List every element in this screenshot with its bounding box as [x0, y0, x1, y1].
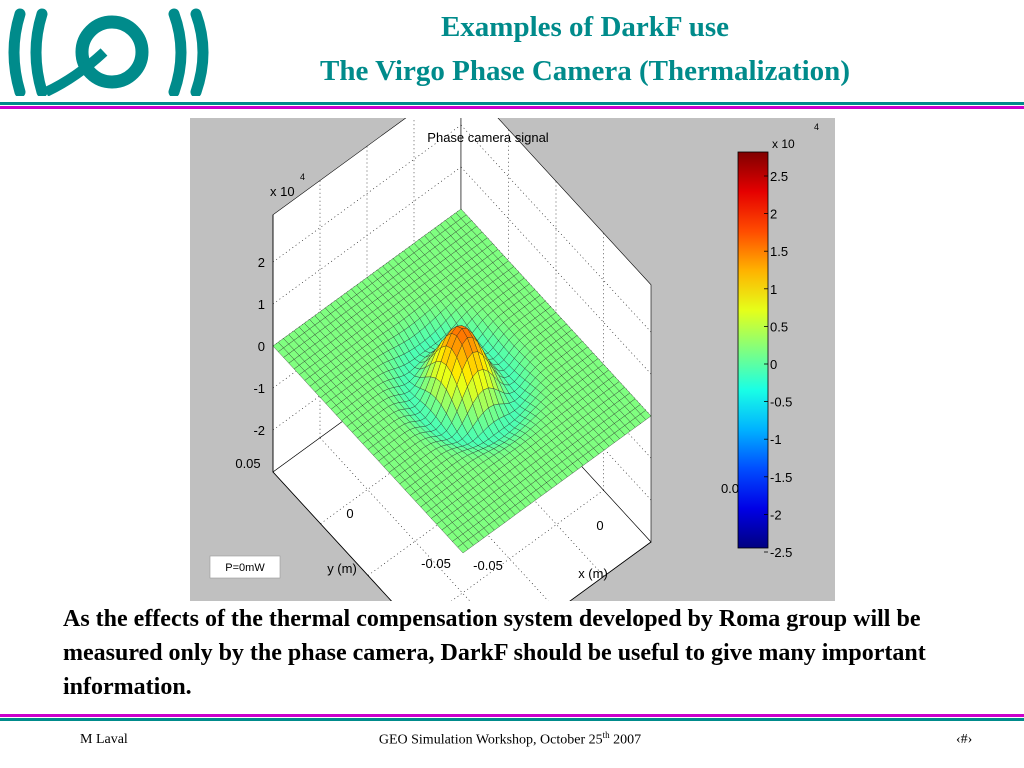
footer-author: M Laval	[80, 732, 128, 747]
z-tick-label: 1	[258, 297, 265, 312]
footer-event-text: GEO Simulation Workshop, October 25	[378, 732, 603, 748]
annotation-box	[209, 555, 281, 579]
colorbar-tick-label: -2.5	[770, 545, 792, 560]
colorbar-exponent: x 10	[772, 137, 795, 151]
slide-title-line1: Examples of DarkF use	[440, 11, 730, 43]
y-axis-line	[272, 471, 392, 601]
surface-patch	[457, 543, 469, 554]
x-tick-label: 0.0	[721, 481, 739, 496]
z-exponent: x 10	[270, 184, 295, 199]
colorbar-tick-label: 2.5	[770, 169, 788, 184]
colorbar-tick-label: -1.5	[770, 470, 792, 485]
footer-event-year: 2007	[609, 732, 642, 748]
x-axis-label: x (m)	[578, 566, 608, 581]
footer-rule-magenta	[0, 714, 1024, 717]
wall-grid-line	[272, 124, 462, 263]
x-tick-label: 0	[596, 518, 603, 533]
footer-event: GEO Simulation Workshop, October 25th 20…	[340, 730, 680, 749]
colorbar-tick-label: 0	[770, 357, 777, 372]
wall-grid-line	[460, 166, 652, 375]
y-tick-label: -0.05	[421, 556, 451, 571]
annotation-text: P=0mW	[225, 562, 265, 574]
y-tick-label: 0	[346, 506, 353, 521]
x-tick-label: -0.05	[473, 558, 503, 573]
footer-rule-teal	[0, 718, 1024, 721]
z-tick-label: 0	[258, 339, 265, 354]
chart-title: Phase camera signal	[427, 130, 549, 145]
colorbar	[737, 151, 769, 549]
footer-event-sup: th	[602, 730, 610, 740]
colorbar-tick-label: -2	[770, 507, 782, 522]
z-tick-label: 2	[258, 255, 265, 270]
y-tick-label: 0.05	[235, 456, 260, 471]
virgo-logo	[8, 8, 209, 96]
footer-slide-number: ‹#›	[956, 732, 973, 747]
header-rule-teal	[0, 102, 1024, 105]
colorbar-tick-label: -0.5	[770, 395, 792, 410]
wall-grid-line	[460, 124, 652, 333]
z-tick-label: -1	[253, 381, 265, 396]
colorbar-tick-label: 1	[770, 282, 777, 297]
colorbar-tick-label: 1.5	[770, 244, 788, 259]
surface-chart: 2.5 2 1.5 1 0.5 0 -0.5 -1 -1.5 -2 -2.5 x 10 4 Phase …	[209, 118, 819, 601]
colorbar-tick-label: -1	[770, 432, 782, 447]
floor-grid-line	[451, 490, 604, 601]
z-exponent-power: 4	[300, 172, 305, 182]
colorbar-exponent-power: 4	[814, 122, 819, 132]
y-axis-label: y (m)	[327, 561, 357, 576]
slide-title-line2: The Virgo Phase Camera (Thermalization)	[320, 55, 850, 87]
floor-grid-line	[319, 437, 471, 601]
colorbar-tick-label: 0.5	[770, 319, 788, 334]
header-rule-magenta	[0, 106, 1024, 109]
phase-camera-figure: 2.5 2 1.5 1 0.5 0 -0.5 -1 -1.5 -2 -2.5 x 10 4 Phase …	[190, 118, 835, 601]
body-paragraph: As the effects of the thermal compensati…	[63, 606, 926, 700]
z-tick-label: -2	[253, 423, 265, 438]
wall-grid-line	[272, 166, 462, 305]
colorbar-tick-label: 2	[770, 207, 777, 222]
x-axis-line	[569, 541, 652, 601]
